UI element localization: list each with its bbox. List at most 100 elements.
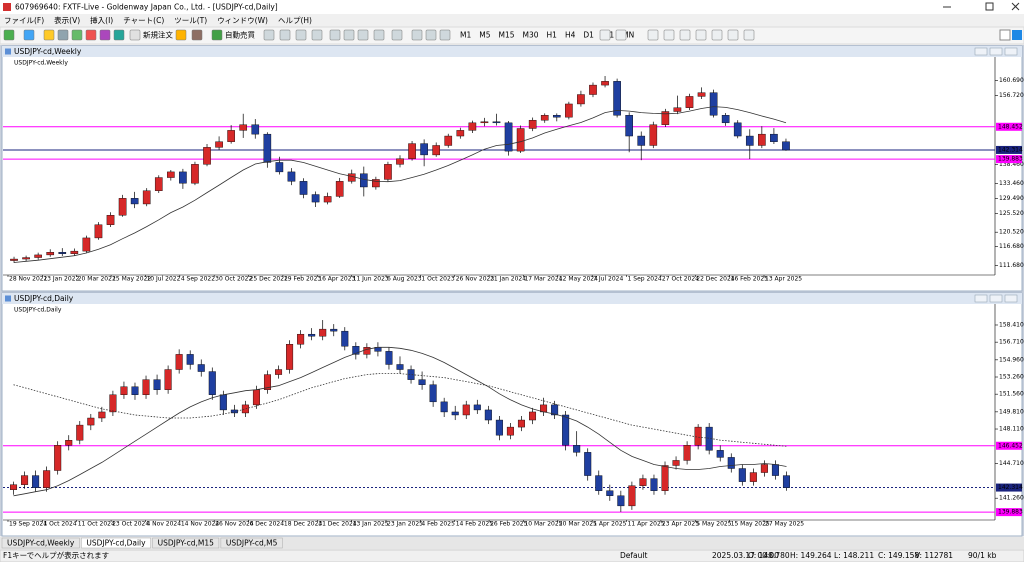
candle-body bbox=[709, 92, 718, 116]
window-title: USDJPY-cd,Daily bbox=[14, 294, 74, 303]
timeframe-button[interactable]: M5 bbox=[479, 31, 490, 40]
tab-label[interactable]: USDJPY-cd,Daily bbox=[86, 539, 146, 548]
search-button[interactable] bbox=[999, 29, 1011, 41]
y-tick-label: 138.460 bbox=[999, 161, 1024, 168]
tab[interactable] bbox=[81, 537, 151, 549]
candle-body bbox=[484, 409, 492, 421]
tab-label[interactable]: USDJPY-cd,M15 bbox=[158, 539, 215, 548]
y-tick-label: 111.680 bbox=[999, 262, 1024, 269]
toolbar-icon[interactable] bbox=[615, 29, 627, 41]
toolbar-icon[interactable] bbox=[295, 29, 307, 41]
toolbar-icon[interactable] bbox=[71, 29, 83, 41]
candle-body bbox=[34, 254, 42, 258]
toolbar-icon[interactable] bbox=[679, 29, 691, 41]
toolbar-icon[interactable] bbox=[391, 29, 403, 41]
toolbar-icon[interactable] bbox=[113, 29, 125, 41]
candle-body bbox=[363, 347, 371, 355]
menu-item[interactable]: ツール(T) bbox=[174, 16, 207, 25]
menu-item[interactable]: 表示(V) bbox=[54, 15, 80, 25]
toolbar-button[interactable]: 自動売買 bbox=[225, 30, 255, 40]
toolbar-icon[interactable] bbox=[279, 29, 291, 41]
app-icon bbox=[3, 3, 11, 11]
toolbar-icon[interactable] bbox=[191, 29, 203, 41]
window-button[interactable] bbox=[989, 47, 1003, 56]
candle-body bbox=[685, 96, 694, 108]
timeframe-button[interactable]: M1 bbox=[460, 31, 471, 40]
candle-body bbox=[516, 128, 525, 152]
x-tick-label: 30 Oct 2022 bbox=[215, 276, 252, 283]
toolbar-icon[interactable] bbox=[663, 29, 675, 41]
toolbar-icon[interactable] bbox=[711, 29, 723, 41]
toolbar-icon[interactable] bbox=[439, 29, 451, 41]
toolbar-icon[interactable] bbox=[343, 29, 355, 41]
toolbar-icon[interactable] bbox=[85, 29, 97, 41]
timeframe-button[interactable]: M15 bbox=[499, 31, 515, 40]
level-label-box bbox=[996, 145, 1022, 154]
toolbar-icon[interactable] bbox=[599, 29, 611, 41]
toolbar-button[interactable]: 新規注文 bbox=[143, 30, 173, 40]
window-button[interactable] bbox=[974, 294, 988, 303]
candle-body bbox=[429, 384, 437, 403]
tab[interactable] bbox=[1, 537, 80, 549]
x-tick-label: 4 Nov 2024 bbox=[146, 521, 181, 528]
window-button[interactable] bbox=[974, 47, 988, 56]
toolbar-icon[interactable] bbox=[129, 29, 141, 41]
window-button[interactable] bbox=[1004, 294, 1018, 303]
toolbar-icon[interactable] bbox=[743, 29, 755, 41]
candle-body bbox=[164, 369, 172, 390]
tab[interactable] bbox=[152, 537, 220, 549]
menu-item[interactable]: ヘルプ(H) bbox=[278, 16, 312, 25]
candle-body bbox=[109, 394, 117, 413]
timeframe-button[interactable]: H1 bbox=[547, 31, 558, 40]
candle-body bbox=[749, 472, 757, 482]
toolbar-icon[interactable] bbox=[23, 29, 35, 41]
toolbar-icon[interactable] bbox=[695, 29, 707, 41]
menu-item[interactable]: チャート(C) bbox=[123, 16, 164, 25]
tab[interactable] bbox=[220, 537, 283, 549]
timeframe-button[interactable]: MN bbox=[622, 31, 634, 40]
y-tick-label: 141.260 bbox=[999, 495, 1024, 502]
toolbar-icon[interactable] bbox=[57, 29, 69, 41]
toolbar-icon[interactable] bbox=[263, 29, 275, 41]
candle-body bbox=[738, 468, 746, 482]
toolbar-icon[interactable] bbox=[727, 29, 739, 41]
candle-body bbox=[142, 379, 150, 395]
timeframe-button[interactable]: H4 bbox=[565, 31, 576, 40]
menu-item[interactable]: ウィンドウ(W) bbox=[217, 16, 268, 25]
toolbar-icon[interactable] bbox=[3, 29, 15, 41]
timeframe-button[interactable]: M30 bbox=[523, 31, 539, 40]
toolbar-icon[interactable] bbox=[357, 29, 369, 41]
toolbar-icon[interactable] bbox=[211, 29, 223, 41]
window-controls[interactable] bbox=[943, 2, 1020, 11]
y-tick-label: 158.410 bbox=[999, 321, 1024, 328]
window-button[interactable] bbox=[1004, 47, 1018, 56]
toolbar-icon[interactable] bbox=[329, 29, 341, 41]
chart-window: USDJPY-cd,Weekly USDJPY-cd,Weekly 160.690 1… bbox=[1, 45, 1024, 292]
toolbar-icon[interactable] bbox=[411, 29, 423, 41]
tab-label[interactable]: USDJPY-cd,M5 bbox=[226, 539, 278, 548]
candle-body bbox=[299, 181, 308, 195]
menu-item[interactable]: 挿入(I) bbox=[90, 15, 113, 25]
candle-body bbox=[10, 258, 18, 261]
maximize-icon[interactable] bbox=[985, 2, 994, 11]
toolbar-icon[interactable] bbox=[175, 29, 187, 41]
x-tick-label: 22 Dec 2024 bbox=[696, 276, 735, 283]
menu-item[interactable]: ファイル(F) bbox=[4, 16, 44, 25]
toolbar-icon[interactable] bbox=[43, 29, 55, 41]
x-tick-label: 6 Aug 2023 bbox=[387, 276, 422, 283]
x-tick-label: 13 Apr 2025 bbox=[765, 276, 802, 283]
toolbar-icon[interactable] bbox=[99, 29, 111, 41]
candle-body bbox=[462, 404, 470, 416]
toolbar-icon[interactable] bbox=[647, 29, 659, 41]
tab-label[interactable]: USDJPY-cd,Weekly bbox=[7, 539, 75, 548]
toolbar-icon[interactable] bbox=[311, 29, 323, 41]
y-tick-label: 116.680 bbox=[999, 243, 1024, 250]
close-icon[interactable] bbox=[1011, 2, 1020, 11]
timeframe-button[interactable]: D1 bbox=[583, 31, 594, 40]
candle-body bbox=[782, 141, 790, 151]
help-button[interactable] bbox=[1012, 30, 1022, 40]
toolbar-icon[interactable] bbox=[373, 29, 385, 41]
toolbar-icon[interactable] bbox=[425, 29, 437, 41]
candle-body bbox=[577, 94, 585, 105]
window-button[interactable] bbox=[989, 294, 1003, 303]
